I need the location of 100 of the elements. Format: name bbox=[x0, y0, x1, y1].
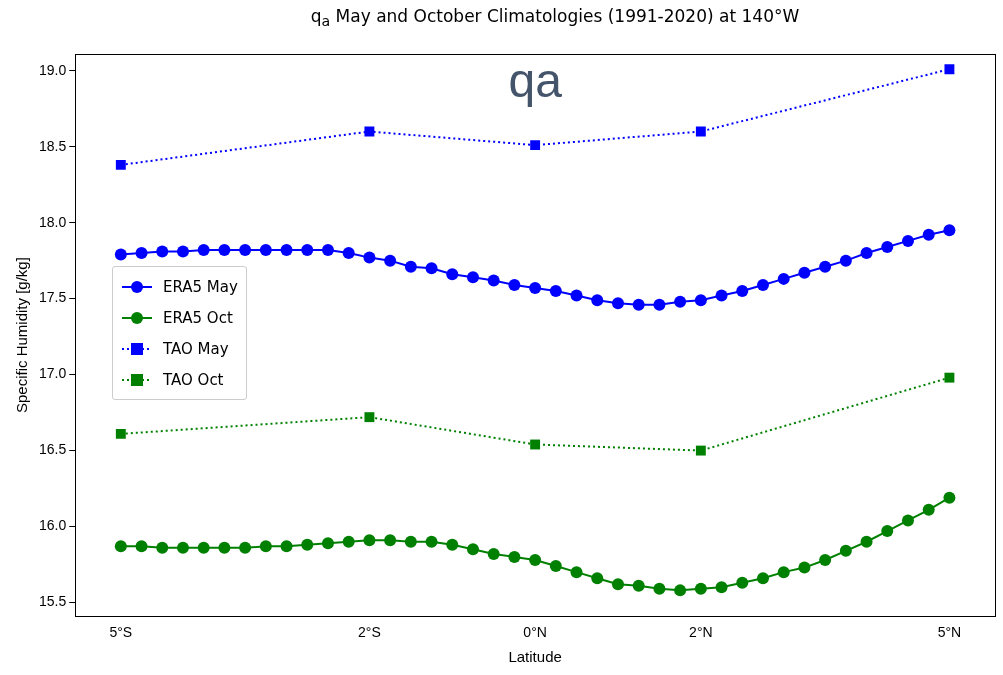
point bbox=[881, 525, 894, 538]
y-tick-label: 17.5 bbox=[39, 289, 67, 306]
point bbox=[363, 534, 376, 547]
point bbox=[694, 294, 707, 307]
point bbox=[530, 140, 541, 151]
point bbox=[922, 503, 935, 516]
point bbox=[404, 260, 417, 273]
y-tick-label: 19.0 bbox=[39, 61, 67, 78]
legend-label: TAO Oct bbox=[163, 370, 224, 389]
point bbox=[301, 538, 314, 551]
point bbox=[280, 540, 293, 553]
point bbox=[653, 582, 666, 595]
point bbox=[364, 412, 375, 423]
point bbox=[943, 224, 956, 237]
point bbox=[819, 260, 832, 273]
point bbox=[280, 244, 293, 257]
point bbox=[239, 541, 252, 554]
point bbox=[819, 553, 832, 566]
point bbox=[156, 245, 169, 258]
point bbox=[694, 582, 707, 595]
point bbox=[902, 234, 914, 247]
point bbox=[839, 544, 852, 557]
point bbox=[446, 538, 459, 551]
point bbox=[529, 282, 542, 294]
point bbox=[135, 540, 148, 553]
point bbox=[570, 289, 583, 302]
point bbox=[591, 294, 604, 307]
legend-label: TAO May bbox=[163, 339, 229, 358]
point bbox=[715, 581, 728, 594]
point bbox=[425, 262, 438, 275]
point bbox=[321, 537, 334, 550]
point bbox=[944, 372, 955, 383]
point bbox=[259, 540, 272, 553]
x-tick-label: 2°S bbox=[358, 624, 381, 641]
point bbox=[115, 159, 126, 170]
point bbox=[653, 298, 666, 311]
point bbox=[798, 561, 811, 574]
point bbox=[259, 244, 272, 257]
point bbox=[756, 278, 769, 291]
point bbox=[508, 278, 521, 291]
point bbox=[881, 240, 894, 253]
point bbox=[384, 254, 397, 267]
point bbox=[176, 541, 189, 554]
point bbox=[363, 251, 376, 264]
point bbox=[632, 579, 645, 592]
point bbox=[364, 126, 375, 137]
point bbox=[549, 560, 562, 573]
point bbox=[466, 271, 479, 284]
point bbox=[611, 297, 624, 310]
y-tick-label: 17.0 bbox=[39, 365, 67, 382]
point bbox=[197, 541, 210, 554]
chart-title: q$_{a}$ May and October Climatologies (1991-2020) at 140°W bbox=[309, 6, 801, 30]
point bbox=[674, 584, 687, 597]
y-tick-label: 16.0 bbox=[39, 517, 67, 534]
y-axis-title: Specific Humidity [g/kg] bbox=[13, 257, 31, 414]
point bbox=[798, 266, 811, 279]
point bbox=[591, 572, 604, 585]
point bbox=[487, 547, 500, 560]
point bbox=[695, 126, 706, 137]
point bbox=[736, 285, 749, 298]
point bbox=[530, 439, 541, 450]
point bbox=[114, 540, 127, 553]
x-tick-label: 5°N bbox=[937, 624, 962, 641]
point bbox=[384, 534, 397, 547]
point bbox=[156, 541, 169, 554]
point bbox=[239, 244, 252, 257]
y-tick-label: 18.5 bbox=[39, 137, 67, 154]
point bbox=[301, 244, 314, 257]
y-tick-label: 18.0 bbox=[39, 213, 67, 230]
point bbox=[114, 248, 127, 261]
point bbox=[466, 543, 479, 556]
point bbox=[839, 254, 852, 267]
point bbox=[218, 541, 231, 554]
point bbox=[342, 535, 355, 548]
point bbox=[425, 535, 438, 548]
point bbox=[611, 578, 624, 591]
x-tick-label: 0°N bbox=[523, 624, 547, 641]
point bbox=[404, 535, 417, 548]
point bbox=[446, 268, 459, 281]
point bbox=[342, 247, 355, 260]
point bbox=[549, 285, 562, 298]
legend-label: ERA5 May bbox=[163, 277, 238, 296]
legend-label: ERA5 Oct bbox=[163, 308, 233, 327]
point bbox=[756, 572, 769, 585]
point bbox=[218, 244, 231, 257]
point bbox=[943, 491, 956, 504]
point bbox=[736, 576, 749, 589]
point bbox=[487, 274, 500, 287]
point bbox=[860, 535, 873, 548]
point bbox=[922, 228, 935, 241]
annotation: qa bbox=[508, 54, 563, 108]
point bbox=[529, 553, 542, 566]
point bbox=[944, 64, 955, 75]
y-tick-label: 16.5 bbox=[39, 441, 67, 458]
x-tick-label: 5°S bbox=[109, 624, 133, 641]
point bbox=[197, 244, 210, 257]
point bbox=[777, 272, 790, 285]
x-axis-title: Latitude bbox=[508, 648, 562, 666]
point bbox=[135, 247, 148, 260]
point bbox=[176, 245, 189, 258]
